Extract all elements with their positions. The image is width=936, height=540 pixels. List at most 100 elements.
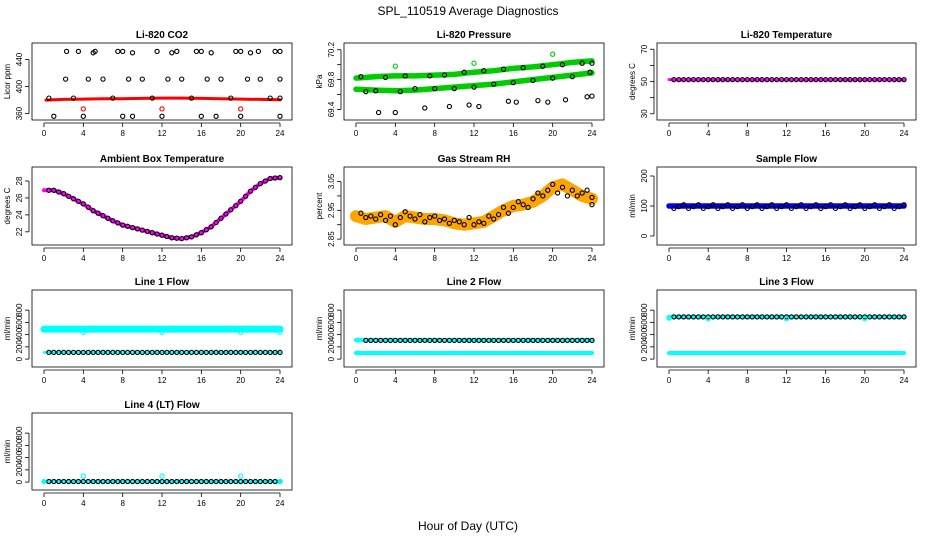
data-point — [80, 473, 86, 479]
data-point — [44, 326, 50, 332]
data-point — [272, 175, 278, 181]
data-point — [193, 232, 200, 238]
data-point — [476, 219, 482, 225]
data-point — [46, 187, 52, 193]
data-point — [793, 203, 799, 210]
x-tick-label: 24 — [276, 376, 285, 385]
x-tick-label: 8 — [745, 376, 750, 385]
data-point — [832, 76, 839, 83]
data-point — [813, 202, 819, 208]
data-point — [110, 478, 116, 485]
x-tick-label: 12 — [782, 254, 791, 263]
data-point — [584, 337, 590, 344]
y-tick-label: 440 — [15, 52, 24, 66]
data-point — [749, 203, 755, 210]
data-point — [749, 314, 755, 320]
y-tick-label: 26 — [15, 193, 24, 202]
data-point — [525, 204, 531, 211]
data-point — [725, 76, 731, 83]
panel-title: Ambient Box Temperature — [100, 154, 225, 165]
data-point — [769, 314, 775, 320]
data-point — [120, 349, 126, 356]
data-point — [715, 76, 721, 83]
data-point — [705, 314, 711, 320]
plot-area — [42, 174, 283, 242]
data-point — [564, 337, 571, 344]
data-point — [871, 76, 878, 83]
data-point — [179, 478, 185, 485]
y-tick-label: 200 — [640, 340, 649, 354]
panel-4: Gas Stream RH percent 0 4 8 12 16 20 24 2.85 2.95 3… — [315, 154, 605, 263]
data-point — [505, 98, 512, 104]
data-point — [764, 203, 770, 210]
data-point — [358, 73, 364, 80]
x-tick-label: 20 — [860, 376, 869, 385]
data-point — [666, 315, 672, 321]
series-1 — [671, 76, 907, 83]
y-axis: 0 100 200 — [640, 169, 655, 238]
data-point — [729, 76, 736, 83]
data-point — [901, 76, 907, 83]
data-point — [267, 478, 273, 485]
data-point — [690, 314, 697, 320]
data-point — [540, 193, 546, 199]
data-point — [550, 337, 556, 344]
x-axis: 0 4 8 12 16 20 24 — [667, 247, 909, 263]
data-point — [491, 81, 497, 87]
data-point — [115, 478, 121, 485]
data-point — [183, 235, 190, 241]
data-point — [783, 314, 790, 320]
data-point — [85, 478, 91, 485]
y-tick-label: 69.8 — [327, 71, 336, 87]
data-point — [218, 478, 224, 485]
data-point — [358, 210, 364, 216]
data-point — [272, 478, 278, 485]
x-axis: 0 4 8 12 16 20 24 — [354, 122, 597, 138]
data-point — [244, 76, 251, 82]
y-tick-label: 0 — [15, 479, 24, 484]
series-1 — [353, 70, 595, 94]
data-point — [535, 190, 541, 196]
data-point — [520, 201, 526, 208]
x-tick-label: 24 — [900, 376, 909, 385]
data-point — [407, 213, 413, 219]
data-point — [545, 337, 551, 344]
y-axis: 360 400 440 — [15, 52, 30, 120]
x-tick-label: 20 — [236, 376, 245, 385]
data-point — [75, 48, 82, 55]
x-tick-label: 16 — [821, 254, 830, 263]
data-point — [382, 217, 389, 224]
data-point — [105, 215, 111, 221]
x-tick-label: 8 — [120, 499, 125, 508]
data-point — [461, 69, 467, 75]
figure-title: SPL_110519 Average Diagnostics — [377, 4, 558, 18]
data-point — [562, 97, 569, 103]
data-point — [486, 213, 492, 219]
data-point — [569, 73, 575, 80]
data-point — [813, 314, 819, 320]
data-point — [744, 76, 750, 83]
x-tick-label: 8 — [120, 254, 125, 263]
y-axis-label: ml/min — [628, 194, 637, 218]
data-point — [783, 76, 790, 83]
data-point — [589, 337, 595, 344]
data-point — [61, 191, 67, 197]
data-point — [685, 76, 692, 83]
data-point — [159, 232, 165, 238]
data-point — [188, 234, 195, 240]
data-point — [100, 213, 106, 219]
data-point — [441, 72, 448, 78]
y-tick-label: 69.4 — [327, 101, 336, 117]
data-point — [139, 76, 145, 82]
x-tick-label: 4 — [706, 254, 711, 263]
data-point — [559, 184, 566, 190]
data-point — [377, 211, 384, 218]
data-point — [436, 217, 443, 224]
data-point — [169, 349, 175, 356]
data-point — [857, 202, 863, 208]
data-point — [461, 337, 467, 344]
panel-title: Line 2 Flow — [447, 277, 502, 288]
data-point — [671, 205, 677, 212]
x-tick-label: 16 — [509, 376, 518, 385]
